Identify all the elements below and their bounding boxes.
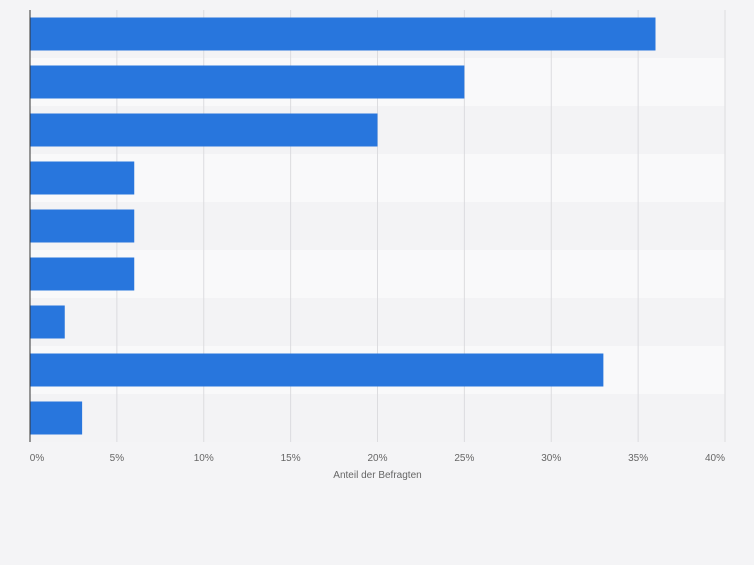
bar xyxy=(30,161,135,195)
x-tick-label: 15% xyxy=(281,453,301,464)
x-tick-label: 25% xyxy=(454,453,474,464)
bar xyxy=(30,305,65,339)
x-tick-label: 35% xyxy=(628,453,648,464)
bar xyxy=(30,353,604,387)
x-tick-label: 30% xyxy=(541,453,561,464)
x-tick-label: 10% xyxy=(194,453,214,464)
bar xyxy=(30,65,465,99)
x-tick-label: 40% xyxy=(705,453,725,464)
bar xyxy=(30,17,656,51)
bar xyxy=(30,209,135,243)
x-tick-labels: 0% 5% 10% 15% 20% 25% 30% 35% 40% xyxy=(30,453,725,464)
bars xyxy=(30,17,656,435)
x-tick-label: 20% xyxy=(367,453,387,464)
x-tick-label: 5% xyxy=(110,453,125,464)
bar xyxy=(30,257,135,291)
bar xyxy=(30,113,378,147)
x-axis-title: Anteil der Befragten xyxy=(333,470,421,481)
x-tick-label: 0% xyxy=(30,453,45,464)
bar xyxy=(30,401,83,435)
